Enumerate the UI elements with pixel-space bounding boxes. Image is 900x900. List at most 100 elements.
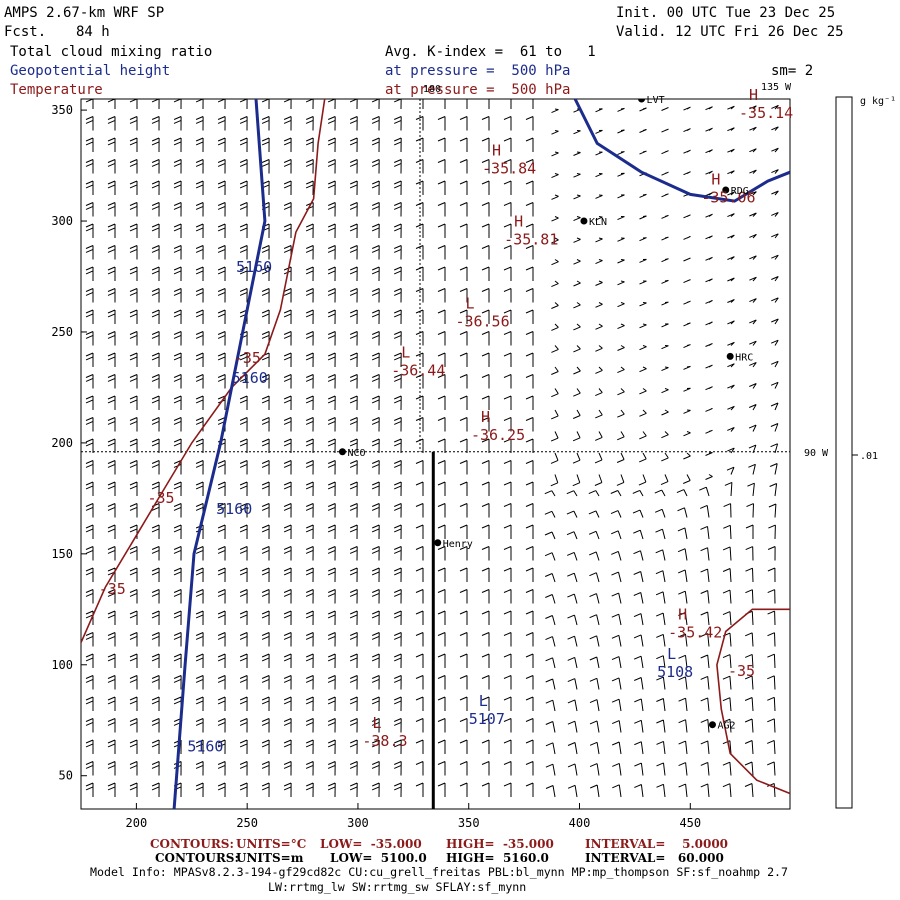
wind-barb: [349, 137, 358, 153]
wind-barb: [85, 460, 94, 475]
meridian-label-135w: 135 W: [761, 82, 792, 93]
wind-barb: [437, 524, 446, 539]
wind-barb: [661, 171, 669, 176]
wind-barb: [394, 481, 402, 497]
station-label: AG2: [717, 721, 735, 732]
wind-barb: [283, 395, 292, 411]
colorbar: [835, 96, 853, 809]
wind-barb: [415, 718, 424, 733]
wind-barb: [594, 474, 603, 486]
wind-barb: [283, 460, 292, 475]
wind-barb: [767, 761, 776, 776]
wind-barb: [551, 366, 559, 375]
wind-barb: [611, 634, 622, 647]
wind-barb: [305, 481, 314, 497]
wind-barb: [617, 345, 625, 351]
wind-barb: [677, 548, 688, 561]
wind-barb: [261, 546, 270, 561]
wind-barb: [551, 151, 559, 157]
wind-barb: [394, 395, 402, 411]
wind-barb: [195, 460, 204, 475]
wind-barb: [749, 319, 757, 325]
wind-barb: [415, 352, 424, 367]
wind-barb: [611, 613, 622, 626]
wind-barb: [151, 352, 160, 368]
wind-barb: [217, 374, 226, 389]
wind-barb: [129, 481, 138, 496]
wind-barb: [771, 339, 779, 346]
wind-barb: [371, 567, 380, 583]
wind-barb: [239, 159, 248, 174]
wind-barb: [85, 159, 94, 174]
wind-barb: [129, 352, 138, 367]
wind-barb: [305, 524, 314, 540]
wind-barb: [503, 610, 512, 625]
wind-barb: [722, 589, 732, 604]
wind-barb: [394, 223, 402, 239]
wind-barb: [151, 761, 160, 776]
wind-barb: [85, 309, 94, 324]
wind-barb: [195, 395, 204, 411]
wind-barb: [525, 180, 534, 195]
wind-barb: [327, 503, 336, 518]
wind-barb: [639, 193, 647, 198]
wind-barb: [261, 417, 270, 432]
wind-barb: [305, 309, 314, 325]
wind-barb: [151, 589, 160, 604]
wind-barb: [683, 279, 691, 284]
wind-barb: [567, 742, 578, 755]
wind-barb: [151, 718, 160, 733]
wind-barb: [722, 568, 732, 583]
wind-barb: [503, 739, 512, 754]
wind-barb: [371, 395, 380, 411]
wind-barb: [749, 126, 757, 131]
temperature-contour-label: -35: [99, 580, 126, 598]
wind-barb: [595, 216, 603, 221]
y-tick-label: 300: [51, 214, 73, 228]
wind-barb: [173, 524, 182, 540]
wind-barb: [371, 99, 380, 110]
wind-barb: [151, 696, 160, 712]
wind-barb: [129, 782, 138, 797]
wind-barb: [437, 288, 446, 303]
wind-barb: [107, 352, 116, 367]
wind-barb: [573, 173, 581, 178]
wind-barb: [503, 374, 512, 389]
wind-barb: [551, 216, 559, 222]
wind-barb: [661, 258, 669, 263]
wind-barb: [415, 524, 424, 539]
wind-barb: [459, 245, 468, 260]
wind-barb: [195, 266, 204, 282]
wind-barb: [195, 718, 204, 733]
wind-barb: [589, 656, 600, 669]
wind-barb: [589, 763, 600, 776]
wind-barb: [655, 570, 666, 583]
wind-barb: [129, 589, 138, 604]
wind-barb: [305, 675, 314, 690]
wind-barb: [551, 237, 559, 244]
wind-barb: [85, 438, 94, 453]
wind-barb: [573, 388, 581, 397]
wind-barb: [617, 129, 625, 134]
extremum-marker: L: [372, 714, 381, 732]
wind-barb: [261, 309, 270, 325]
wind-barb: [481, 718, 490, 733]
wind-barb: [394, 696, 402, 712]
wind-barb: [700, 590, 710, 604]
wind-barb: [573, 130, 581, 135]
wind-barb: [195, 202, 204, 217]
wind-barb: [239, 675, 248, 690]
wind-barb: [683, 128, 691, 133]
wind-barb: [261, 159, 270, 174]
wind-barb: [239, 524, 248, 540]
wind-barb: [655, 508, 666, 518]
wind-barb: [239, 352, 248, 368]
wind-barb: [239, 245, 248, 260]
wind-barb: [749, 191, 757, 196]
wind-barb: [661, 279, 669, 284]
wind-barb: [305, 438, 314, 454]
wind-barb: [748, 463, 756, 475]
wind-barb: [327, 245, 336, 260]
wind-barb: [503, 288, 512, 303]
wind-barb: [173, 99, 182, 110]
